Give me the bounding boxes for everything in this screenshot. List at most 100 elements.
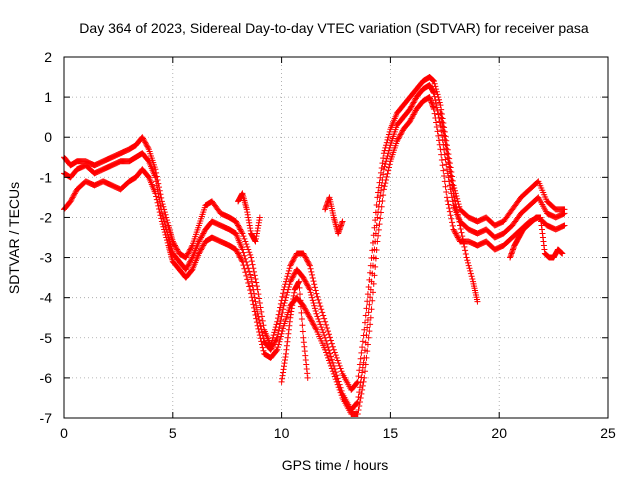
data-point: [315, 316, 322, 323]
data-point: [430, 78, 437, 85]
data-point: [280, 302, 287, 309]
y-tick-label: -2: [40, 209, 53, 225]
data-point: [153, 196, 160, 203]
data-point: [445, 159, 452, 166]
data-point: [431, 93, 438, 100]
data-point: [188, 255, 195, 262]
data-point: [257, 335, 264, 342]
data-point: [318, 324, 325, 331]
data-point: [449, 185, 456, 192]
data-point: [239, 246, 246, 253]
data-point: [433, 119, 440, 126]
data-point: [441, 132, 448, 139]
data-point: [273, 347, 280, 354]
data-point: [461, 243, 468, 250]
data-point: [409, 100, 416, 107]
data-point: [306, 314, 313, 321]
data-point: [362, 368, 369, 375]
data-point: [454, 233, 461, 240]
data-point: [251, 272, 258, 279]
data-point: [329, 368, 336, 375]
data-point: [337, 365, 344, 372]
y-tick-label: -1: [40, 169, 53, 185]
data-point: [326, 360, 333, 367]
data-point: [445, 201, 452, 208]
data-point: [268, 345, 275, 352]
data-point: [436, 99, 443, 106]
data-point: [258, 338, 265, 345]
data-point: [145, 144, 152, 151]
data-point: [372, 255, 379, 262]
data-point: [245, 246, 252, 253]
data-point: [433, 123, 440, 130]
data-point: [446, 205, 453, 212]
data-point: [453, 231, 460, 238]
data-point: [432, 115, 439, 122]
data-point: [302, 254, 309, 261]
data-point: [409, 112, 416, 119]
data-point: [142, 140, 149, 147]
data-point: [311, 302, 318, 309]
data-point: [280, 306, 287, 313]
data-point: [451, 197, 458, 204]
data-point: [284, 273, 291, 280]
data-point: [358, 390, 365, 397]
data-point: [395, 135, 402, 142]
data-point: [325, 328, 332, 335]
data-point: [386, 161, 393, 168]
data-point: [442, 141, 449, 148]
data-point: [444, 197, 451, 204]
data-point: [406, 118, 413, 125]
data-point: [559, 250, 566, 257]
data-point: [282, 294, 289, 301]
data-point: [310, 321, 317, 328]
data-point: [442, 133, 449, 140]
data-point: [437, 110, 444, 117]
data-point: [376, 221, 383, 228]
data-point: [444, 154, 451, 161]
data-point: [462, 247, 469, 254]
data-point: [452, 201, 459, 208]
data-point: [288, 277, 295, 284]
data-point: [236, 225, 243, 232]
data-point: [163, 237, 170, 244]
series-0: [61, 74, 568, 393]
data-point: [467, 270, 474, 277]
data-point: [448, 177, 455, 184]
data-point: [243, 272, 250, 279]
data-point: [458, 229, 465, 236]
data-point: [360, 378, 367, 385]
data-point: [287, 278, 294, 285]
data-point: [316, 300, 323, 307]
data-point: [451, 229, 458, 236]
data-point: [309, 271, 316, 278]
data-point: [257, 304, 264, 311]
data-point: [312, 308, 319, 315]
y-axis: -7 -6 -5 -4 -3 -2 -1 0 1 2: [40, 49, 608, 426]
data-point: [187, 257, 194, 264]
data-point: [378, 203, 385, 210]
data-point: [234, 249, 241, 256]
data-point: [313, 310, 320, 317]
data-point: [296, 291, 303, 298]
data-point: [315, 296, 322, 303]
data-point: [321, 315, 328, 322]
data-point: [153, 182, 160, 189]
data-point: [240, 262, 247, 269]
data-point: [289, 274, 296, 281]
y-axis-label: SDTVAR / TECUs: [6, 182, 22, 294]
data-point: [437, 146, 444, 153]
data-point: [291, 254, 298, 261]
data-point: [195, 238, 202, 245]
data-point: [362, 319, 369, 326]
data-point: [256, 328, 263, 335]
data-point: [289, 258, 296, 265]
data-point: [303, 281, 310, 288]
data-point: [246, 283, 253, 290]
data-point: [454, 211, 461, 218]
data-point: [306, 286, 313, 293]
data-point: [324, 324, 331, 331]
data-point: [443, 150, 450, 157]
data-point: [438, 156, 445, 163]
data-point: [174, 247, 181, 254]
